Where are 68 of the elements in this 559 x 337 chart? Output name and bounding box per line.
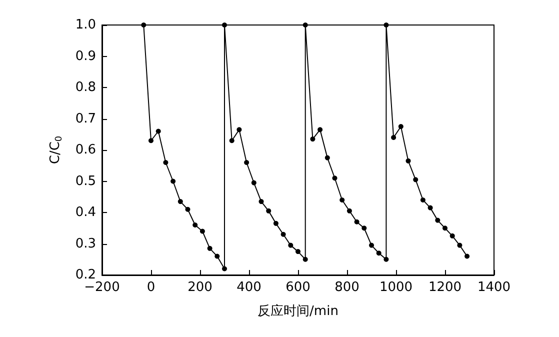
- point: [273, 220, 278, 226]
- point: [222, 22, 227, 28]
- point: [346, 208, 352, 214]
- point: [420, 198, 426, 202]
- y-tick-label: 0.3: [75, 236, 96, 252]
- y-tick-label: 0.2: [75, 268, 96, 282]
- point: [310, 136, 316, 142]
- point: [148, 138, 154, 144]
- point: [457, 242, 462, 248]
- point: [428, 205, 433, 210]
- x-tick-label: 600: [286, 280, 310, 295]
- point: [442, 226, 448, 231]
- y-tick-label: 0.8: [75, 80, 96, 95]
- point: [318, 127, 323, 132]
- point: [384, 22, 389, 28]
- x-tick-label: 1200: [428, 280, 462, 295]
- point: [178, 199, 183, 204]
- point: [296, 249, 300, 254]
- y-axis-title: C/C0: [48, 136, 64, 164]
- y-tick-label: 0.6: [75, 142, 96, 158]
- point: [192, 222, 198, 228]
- x-tick-label: 1400: [477, 280, 511, 295]
- point: [170, 178, 176, 184]
- point: [207, 246, 212, 251]
- point: [406, 158, 411, 164]
- point: [280, 232, 286, 237]
- y-tick-label: 0.4: [75, 205, 96, 220]
- x-tick-label: 800: [334, 280, 360, 295]
- point: [464, 254, 470, 259]
- point: [384, 256, 389, 262]
- x-tick-label: −200: [84, 280, 120, 295]
- point: [185, 206, 190, 212]
- x-tick-label: 200: [188, 280, 212, 295]
- point: [244, 160, 250, 165]
- x-axis-title: 反应时间/min: [258, 303, 338, 319]
- point: [214, 254, 220, 259]
- point: [354, 219, 360, 224]
- point: [362, 226, 367, 231]
- point: [369, 242, 374, 248]
- point: [288, 242, 294, 248]
- point: [435, 218, 440, 223]
- y-tick-label: 0.9: [75, 48, 96, 64]
- point: [200, 228, 205, 234]
- point: [236, 127, 242, 132]
- y-tick-label: 0.7: [75, 111, 96, 126]
- point: [141, 22, 146, 28]
- point: [229, 138, 234, 144]
- point: [450, 233, 455, 238]
- x-tick-label: 0: [146, 280, 156, 295]
- point: [391, 135, 396, 140]
- point: [332, 176, 338, 181]
- point: [302, 256, 308, 262]
- point: [222, 266, 227, 272]
- x-tick-label: 400: [236, 280, 262, 295]
- x-tick-label: 1000: [379, 280, 413, 295]
- point: [266, 208, 272, 214]
- point: [251, 180, 256, 186]
- point: [413, 177, 418, 182]
- y-tick-label: 1.0: [75, 18, 96, 32]
- point: [163, 160, 168, 165]
- point: [398, 124, 404, 130]
- point: [340, 198, 345, 202]
- y-tick-label: 0.5: [75, 174, 96, 189]
- point: [302, 22, 308, 28]
- point: [376, 250, 382, 256]
- point: [324, 155, 330, 160]
- point: [156, 128, 161, 134]
- point: [258, 199, 264, 204]
